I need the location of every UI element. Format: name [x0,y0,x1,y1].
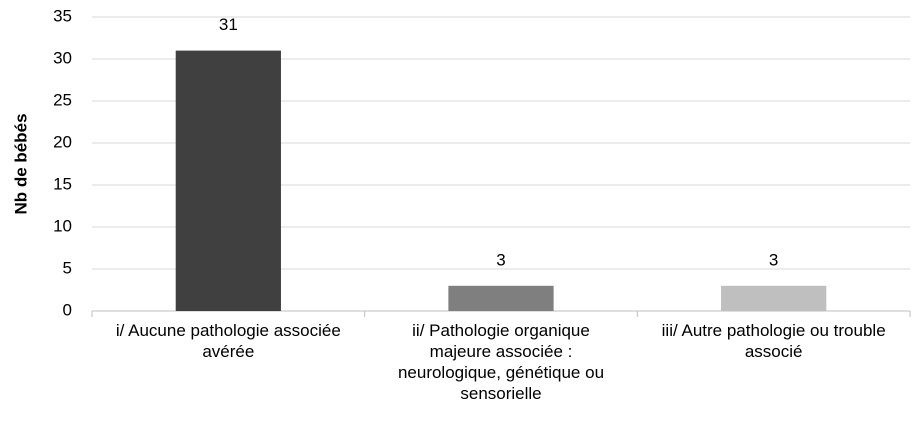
y-tick-label: 15 [53,174,72,193]
y-tick-label: 10 [53,216,72,235]
x-tick-label: iii/ Autre pathologie ou trouble associé [661,321,886,361]
y-tick-label: 35 [53,6,72,25]
data-label: 3 [769,250,778,269]
y-tick-label: 25 [53,90,72,109]
x-tick-label: i/ Aucune pathologie associée avérée [115,321,341,361]
y-tick-label: 0 [63,300,72,319]
bar [448,285,554,311]
y-axis-label: Nb de bébés [11,113,30,214]
y-tick-label: 30 [53,48,72,67]
x-tick-label: ii/ Pathologie organique majeure associé… [397,321,605,403]
data-label: 3 [496,250,505,269]
y-tick-label: 20 [53,132,72,151]
y-tick-label: 5 [63,258,72,277]
bar [721,285,827,311]
bar [175,50,281,311]
data-label: 31 [219,15,238,34]
